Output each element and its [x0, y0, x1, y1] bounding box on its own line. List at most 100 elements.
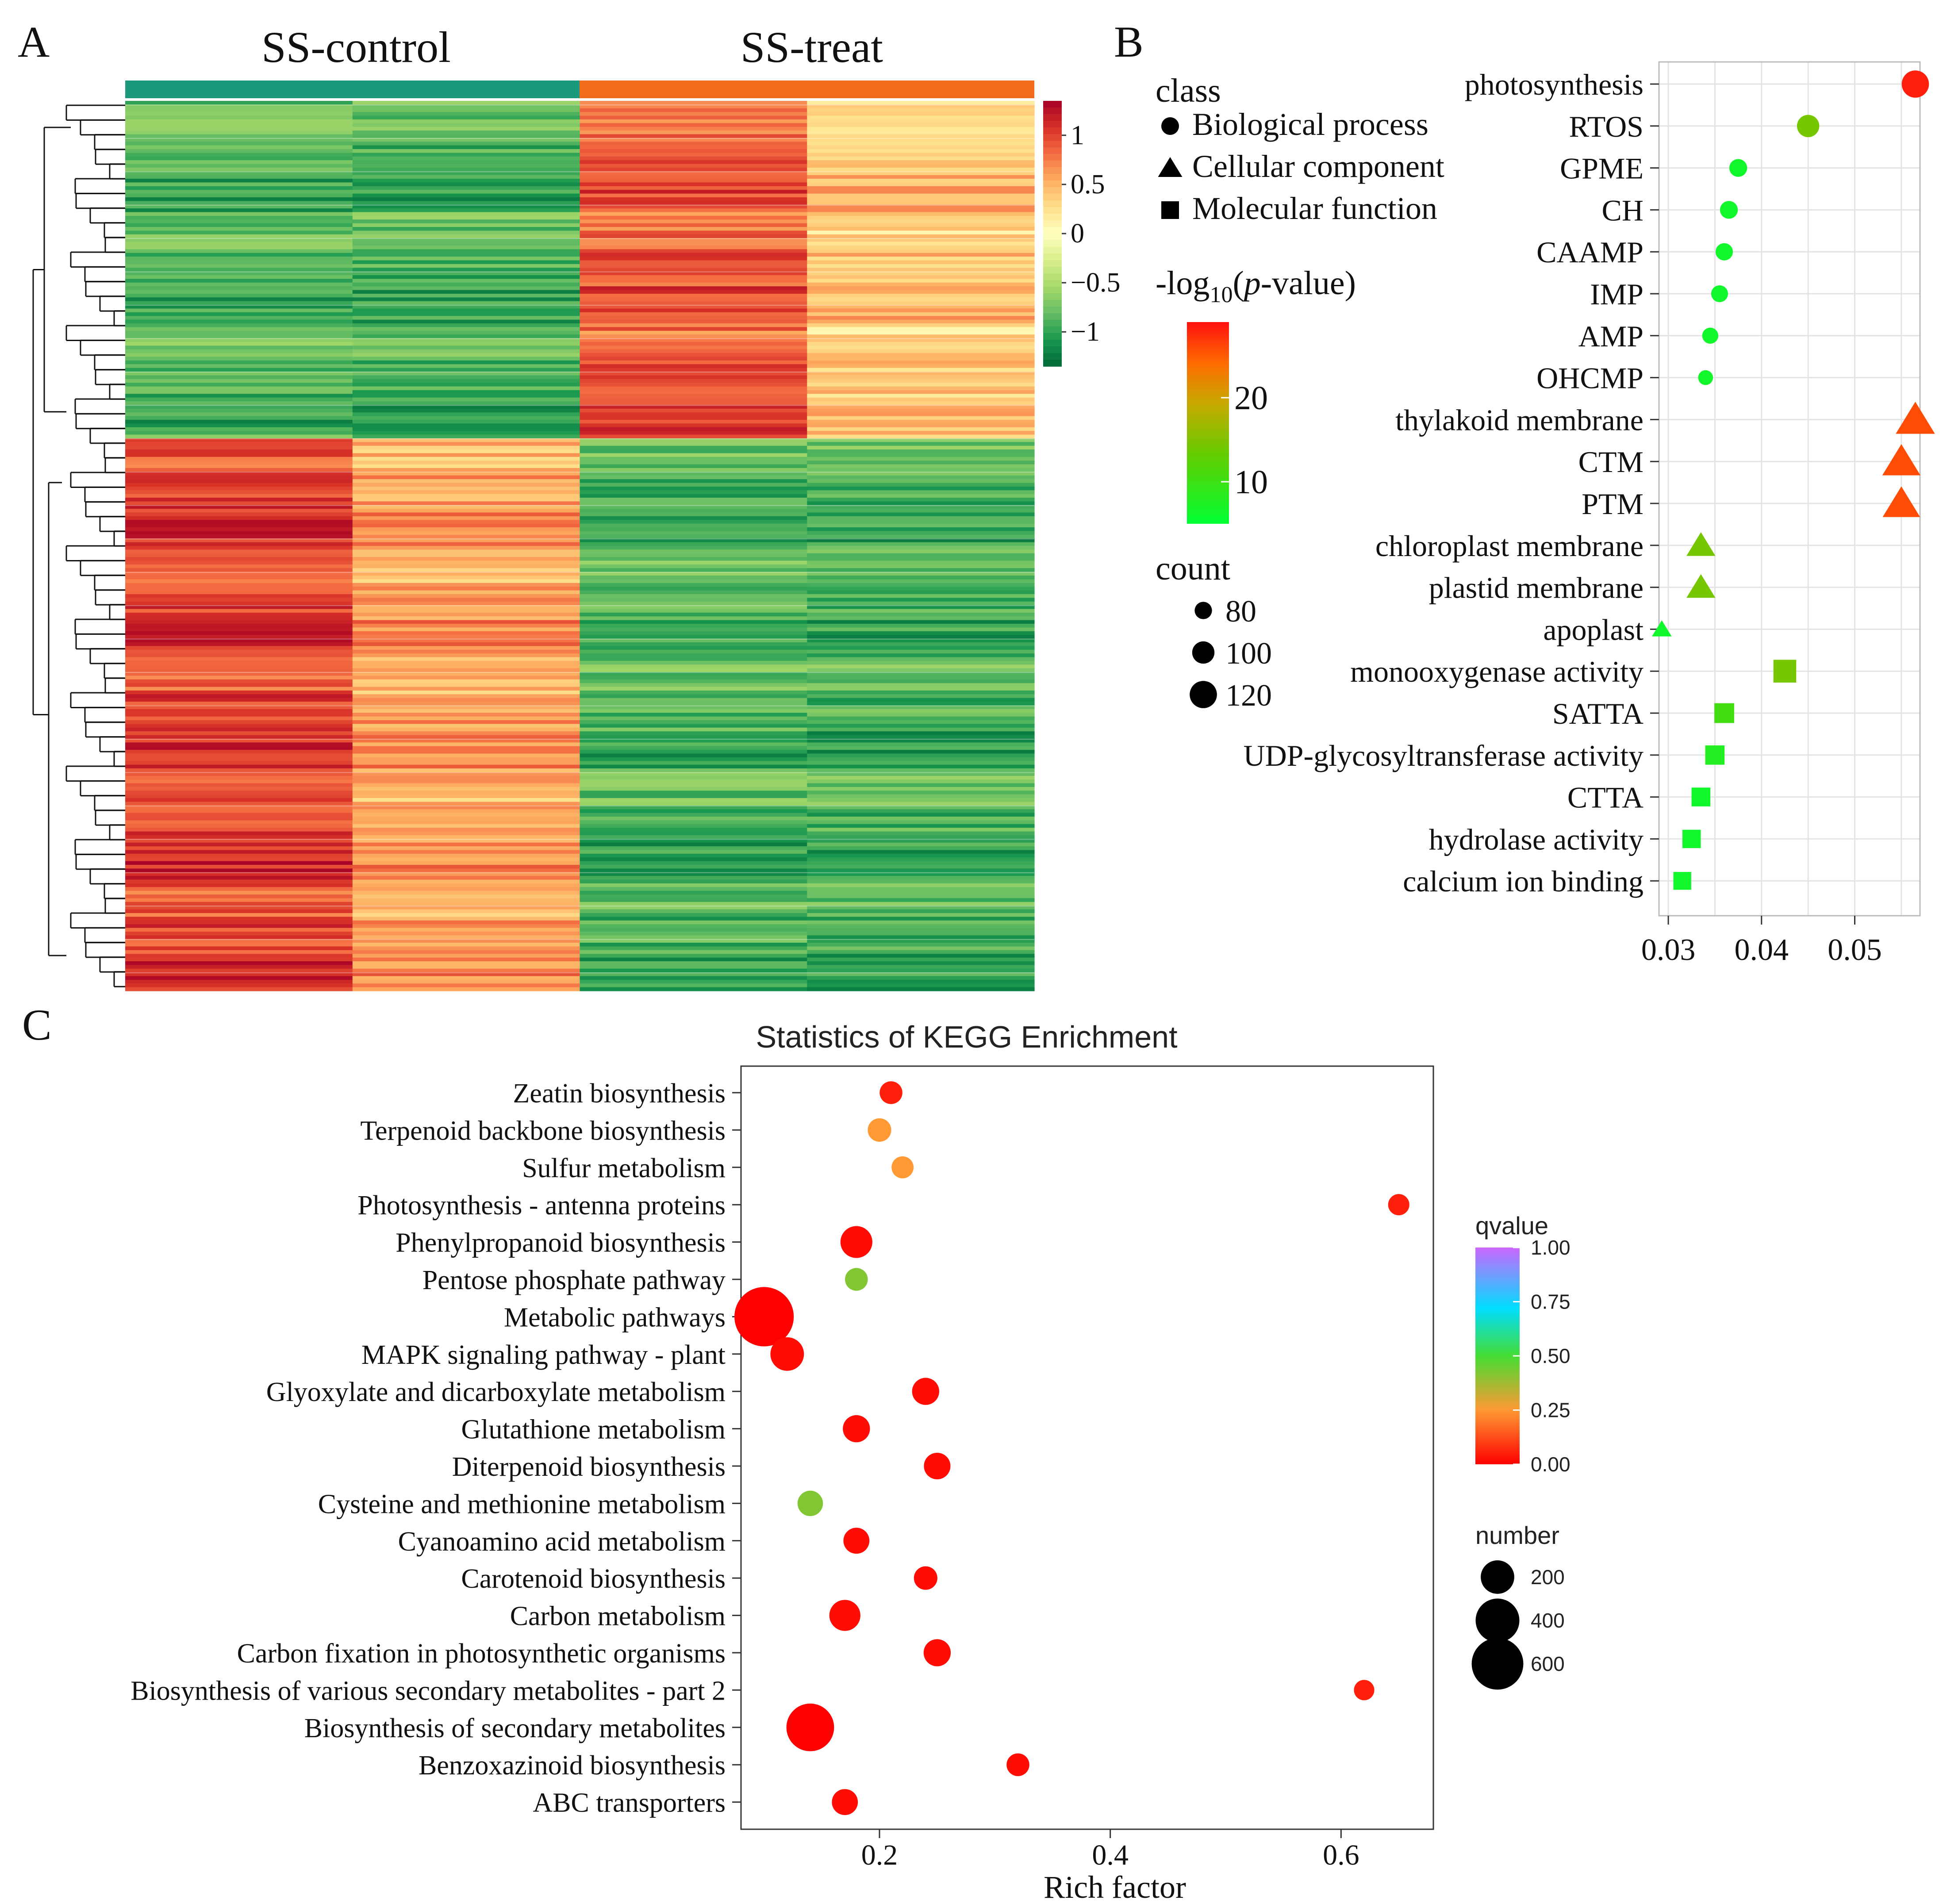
- heatmap-cell: [580, 768, 807, 772]
- heatmap-cell: [352, 131, 580, 135]
- dendrogram-branch: [89, 207, 125, 224]
- heatmap-cell: [125, 238, 353, 242]
- heatmap-cell: [580, 353, 807, 357]
- heatmap-cell: [580, 305, 807, 309]
- heatmap-cell: [352, 709, 580, 713]
- heatmap-cell: [580, 935, 807, 940]
- heatmap-cell: [580, 145, 807, 150]
- heatmap-cell: [352, 876, 580, 880]
- heatmap-colorbar-tick-label: 1: [1071, 120, 1084, 150]
- dendrogram-branch: [95, 369, 125, 385]
- heatmap-cell: [125, 683, 353, 687]
- heatmap-cell: [807, 631, 1035, 635]
- heatmap-cell: [352, 360, 580, 365]
- heatmap-cell: [807, 583, 1035, 587]
- heatmap-cell: [807, 193, 1035, 198]
- heatmap-cell: [125, 568, 353, 572]
- heatmap-cell: [580, 516, 807, 520]
- heatmap-cell: [580, 368, 807, 372]
- kegg-pathway-label: Cysteine and methionine metabolism: [318, 1489, 726, 1519]
- heatmap-cell: [125, 531, 353, 535]
- heatmap-cell: [125, 305, 353, 309]
- heatmap-cell: [352, 490, 580, 495]
- heatmap-cell: [580, 156, 807, 161]
- heatmap-cell: [125, 204, 353, 209]
- heatmap-cell: [807, 490, 1035, 495]
- heatmap-cell: [125, 735, 353, 739]
- heatmap-cell: [352, 906, 580, 910]
- heatmap-cell: [580, 924, 807, 929]
- heatmap-cell: [125, 638, 353, 643]
- heatmap-cell: [580, 735, 807, 739]
- heatmap-cell: [352, 931, 580, 936]
- legend-qvalue-tick-label: 0.50: [1531, 1344, 1571, 1367]
- heatmap-cell: [352, 668, 580, 672]
- heatmap-cell: [807, 419, 1035, 424]
- heatmap-cell: [352, 290, 580, 294]
- heatmap-cell: [580, 253, 807, 257]
- heatmap-cell: [352, 965, 580, 969]
- heatmap-cell: [807, 813, 1035, 817]
- heatmap-cell: [807, 301, 1035, 305]
- heatmap-cell: [580, 972, 807, 977]
- heatmap-cell: [352, 868, 580, 873]
- heatmap-cell: [125, 234, 353, 238]
- heatmap-cell: [807, 753, 1035, 758]
- dendrogram-branch: [84, 706, 125, 723]
- heatmap-cell: [580, 494, 807, 498]
- heatmap-cell: [580, 182, 807, 187]
- heatmap-cell: [580, 738, 807, 743]
- heatmap-cell: [352, 479, 580, 484]
- heatmap-cell: [352, 642, 580, 646]
- heatmap-cell: [807, 820, 1035, 825]
- heatmap-cell: [125, 738, 353, 743]
- kegg-point: [1006, 1753, 1029, 1776]
- heatmap-cell: [580, 275, 807, 279]
- kegg-point: [1388, 1194, 1409, 1216]
- heatmap-colorbar-step: [1043, 187, 1062, 194]
- heatmap-cell: [352, 472, 580, 476]
- heatmap-cell: [580, 549, 807, 554]
- heatmap-cell: [352, 368, 580, 372]
- heatmap-cell: [580, 319, 807, 324]
- heatmap-cell: [807, 783, 1035, 787]
- heatmap-cell: [352, 702, 580, 706]
- heatmap-cell: [580, 138, 807, 142]
- go-point: [1682, 829, 1701, 848]
- heatmap-cell: [580, 809, 807, 814]
- heatmap-group-label-control: SS-control: [261, 23, 451, 72]
- heatmap-cell: [807, 175, 1035, 179]
- heatmap-cell: [580, 531, 807, 535]
- dendrogram-branch: [89, 648, 125, 664]
- heatmap-cell: [352, 635, 580, 639]
- heatmap-cell: [125, 931, 353, 936]
- heatmap-cell: [807, 724, 1035, 728]
- heatmap-cell: [580, 534, 807, 539]
- heatmap-cell: [125, 394, 353, 398]
- heatmap-cell: [125, 587, 353, 591]
- kegg-pathway-label: Photosynthesis - antenna proteins: [357, 1190, 726, 1221]
- dendrogram-branch: [74, 178, 125, 194]
- heatmap-cell: [352, 419, 580, 424]
- heatmap-cell: [807, 972, 1035, 977]
- heatmap-cell: [580, 653, 807, 658]
- kegg-point: [914, 1566, 937, 1590]
- heatmap-cell: [125, 101, 353, 105]
- kegg-pathway-label: Sulfur metabolism: [522, 1153, 726, 1183]
- heatmap-cell: [125, 601, 353, 606]
- heatmap-cell: [807, 486, 1035, 491]
- heatmap-cell: [580, 127, 807, 131]
- heatmap-cell: [580, 672, 807, 676]
- heatmap-cell: [352, 649, 580, 654]
- heatmap-cell: [125, 475, 353, 480]
- heatmap-row-separator: [125, 738, 1034, 740]
- heatmap-cell: [352, 483, 580, 487]
- heatmap-cell: [125, 293, 353, 298]
- heatmap-cell: [580, 520, 807, 524]
- heatmap-cell: [580, 839, 807, 843]
- legend-qvalue-ticks: 1.00 0.75 0.50 0.25 0.00: [1513, 1236, 1571, 1476]
- heatmap-cell: [352, 268, 580, 272]
- go-term-label: RTOS: [1569, 110, 1643, 143]
- heatmap-cell: [580, 557, 807, 561]
- heatmap-group-bar-treat: [580, 81, 1034, 98]
